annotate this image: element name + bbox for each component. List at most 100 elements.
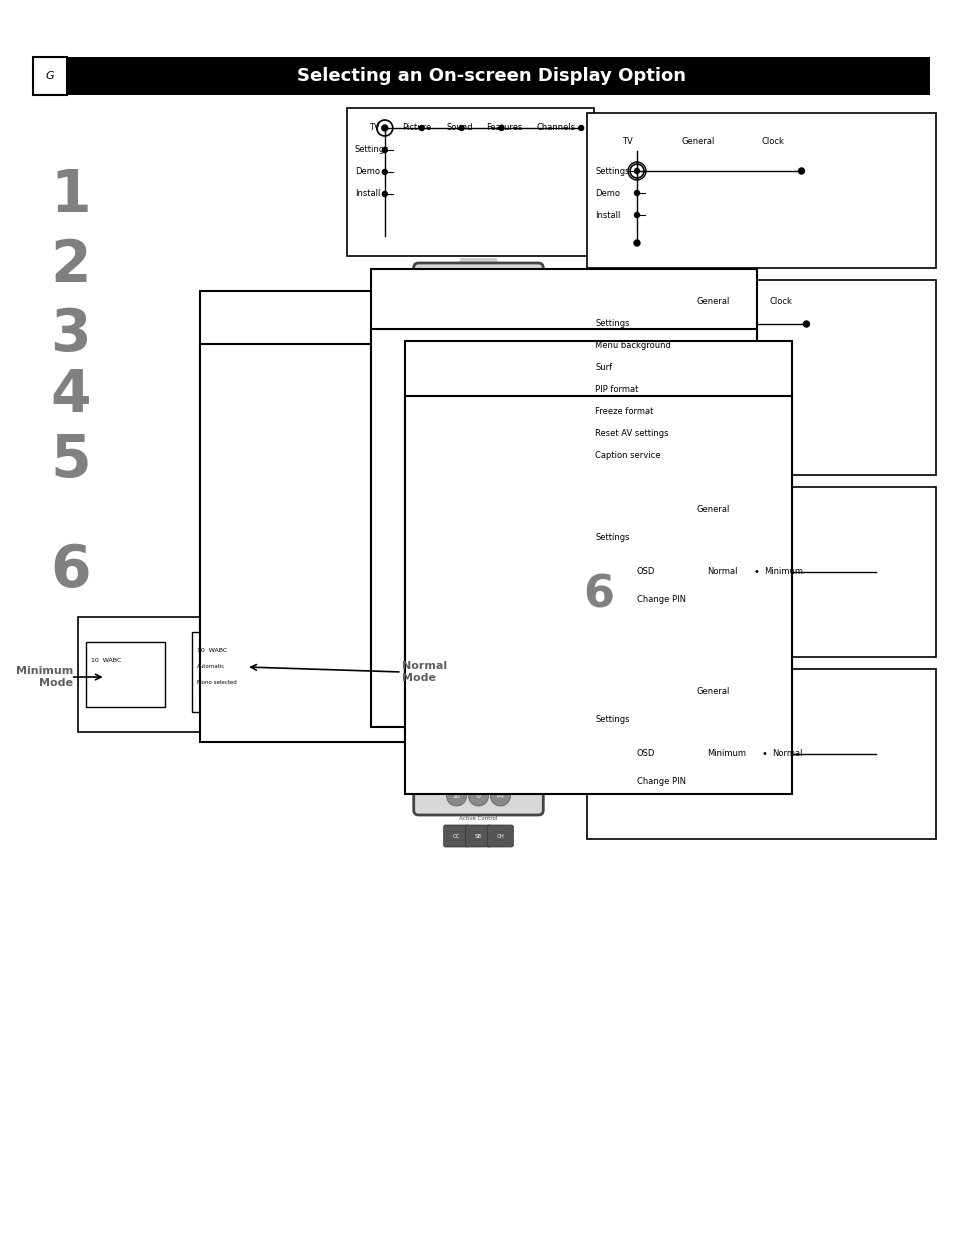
Text: 10  WABC: 10 WABC [91,657,121,662]
Text: G: G [46,70,54,82]
Circle shape [693,597,700,604]
Text: CH: CH [526,676,536,680]
Circle shape [431,459,449,477]
Circle shape [382,147,387,152]
Circle shape [472,322,484,333]
Circle shape [468,742,488,762]
Text: DVD: DVD [472,395,484,400]
Circle shape [505,425,527,447]
Text: Automatic: Automatic [197,664,226,669]
Circle shape [468,764,488,784]
Text: CC: CC [509,524,517,529]
Text: OSD: OSD [637,568,655,577]
Text: Channels: Channels [536,124,575,132]
Circle shape [578,126,583,131]
Text: 1: 1 [51,167,91,224]
Circle shape [502,515,524,537]
Circle shape [451,459,469,477]
Circle shape [714,343,719,348]
FancyBboxPatch shape [487,825,513,847]
Text: OSD: OSD [637,750,655,758]
Text: Settings: Settings [355,146,389,154]
Text: Install: Install [355,189,380,199]
Text: Settings: Settings [595,532,629,541]
Text: 2: 2 [476,727,480,734]
Circle shape [465,664,491,692]
Circle shape [634,212,639,217]
Text: General: General [696,505,729,514]
FancyBboxPatch shape [419,269,537,382]
Text: VCR: VCR [452,395,463,400]
Circle shape [382,191,387,196]
Text: Normal
Mode: Normal Mode [401,661,446,683]
Text: Install: Install [595,210,619,220]
Text: 4: 4 [454,748,458,755]
Text: 6: 6 [51,541,91,599]
Text: •: • [753,567,759,577]
Circle shape [446,785,466,806]
Circle shape [713,457,719,463]
Circle shape [709,317,723,331]
Circle shape [468,720,488,740]
Text: Reset AV settings: Reset AV settings [595,430,668,438]
Text: 1: 1 [582,519,614,562]
Circle shape [689,747,703,761]
Text: Minimum
Mode: Minimum Mode [15,666,72,688]
Circle shape [376,120,393,136]
Text: Minimum: Minimum [706,750,745,758]
FancyBboxPatch shape [414,263,542,815]
Circle shape [634,190,639,195]
Circle shape [802,321,808,327]
Text: Selecting an On-screen Display Option: Selecting an On-screen Display Option [296,67,685,85]
Text: OK: OK [470,576,486,585]
Text: Freeze format: Freeze format [595,408,653,416]
Text: Settings: Settings [595,320,629,329]
Text: 5: 5 [548,506,578,550]
Circle shape [714,366,719,370]
Text: 6: 6 [497,748,502,755]
Text: General: General [696,687,729,695]
Text: 3: 3 [497,727,502,734]
Text: SAT: SAT [494,395,504,400]
Text: 7: 7 [454,771,458,777]
FancyBboxPatch shape [450,425,482,447]
Circle shape [466,487,490,510]
Circle shape [798,168,803,174]
Text: 8: 8 [476,771,480,777]
Text: CBL: CBL [432,395,442,400]
FancyBboxPatch shape [490,653,534,703]
Bar [586,487,935,657]
Circle shape [446,742,466,762]
Circle shape [469,459,487,477]
Circle shape [694,752,699,757]
Circle shape [634,240,639,246]
Circle shape [468,785,488,806]
Text: SB: SB [475,834,481,839]
Bar [586,669,935,839]
Circle shape [634,168,639,173]
Text: Settings: Settings [595,715,629,724]
Circle shape [446,764,466,784]
Text: 2: 2 [377,468,408,511]
Text: P+: P+ [496,794,504,799]
Text: Surf: Surf [595,363,612,373]
Text: ▶▶: ▶▶ [512,433,520,438]
Circle shape [490,785,510,806]
Circle shape [507,459,525,477]
FancyBboxPatch shape [465,825,491,847]
Text: Select: Select [457,433,475,438]
Polygon shape [438,258,517,317]
FancyBboxPatch shape [453,622,503,650]
Text: CH: CH [496,834,504,839]
Text: 6: 6 [582,573,614,616]
Text: Caption service: Caption service [595,452,659,461]
Circle shape [458,126,463,131]
Circle shape [714,321,719,326]
Bar [32,57,67,95]
Circle shape [629,164,643,178]
Circle shape [714,410,719,415]
Text: AMP: AMP [514,395,526,400]
Text: Demo: Demo [355,168,379,177]
Circle shape [490,764,510,784]
Circle shape [714,453,719,458]
